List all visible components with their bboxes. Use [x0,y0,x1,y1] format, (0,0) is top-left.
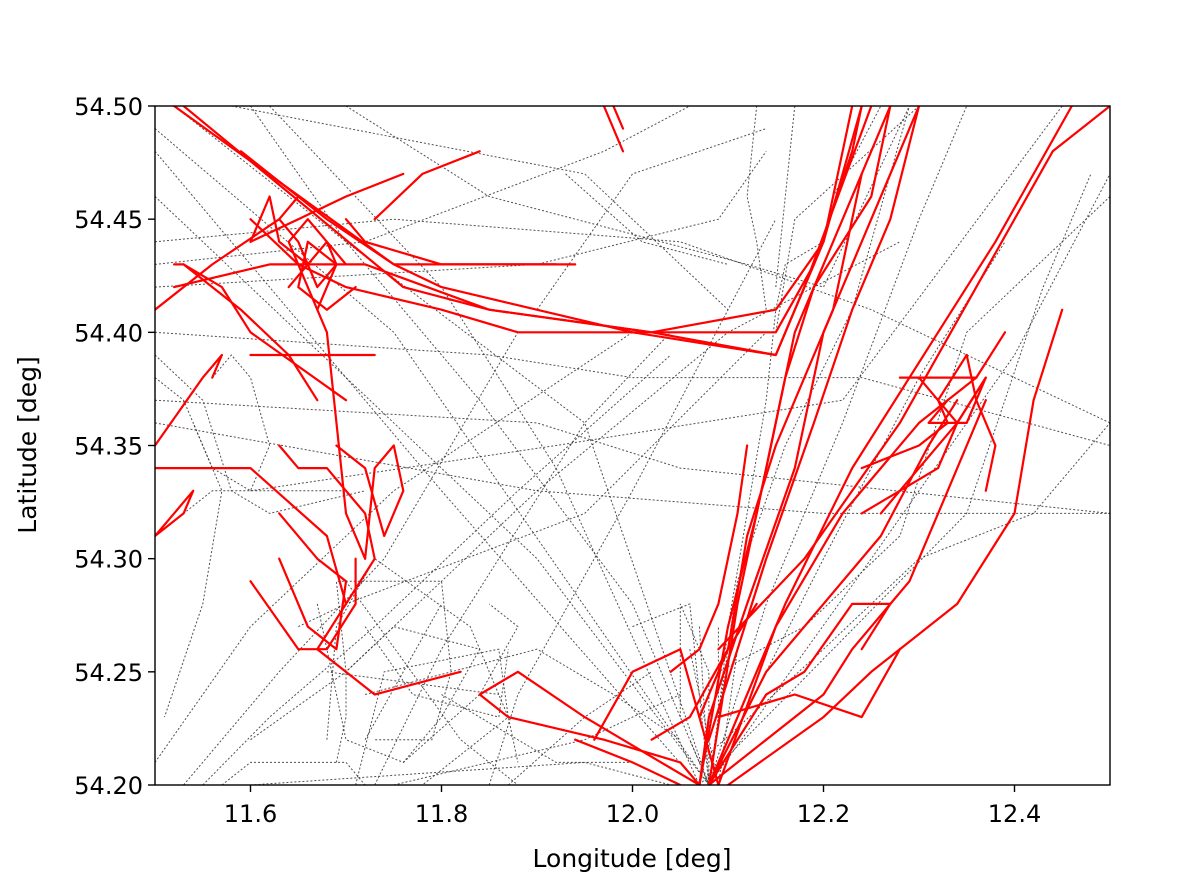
red-track-43 [879,376,987,515]
dotted-track-52 [155,377,223,718]
red-track-48 [698,172,863,719]
y-tick-label: 54.25 [74,659,143,687]
red-track-26 [574,738,682,785]
x-tick-label: 12.0 [606,800,659,828]
red-track-20 [278,444,376,606]
red-track-23 [249,557,357,651]
dotted-track-34 [355,648,509,785]
dotted-track-23 [155,331,633,763]
dotted-track-25 [374,331,672,785]
red-track-47 [669,444,749,673]
dotted-track-47 [689,626,710,785]
red-track-1 [612,106,625,130]
red-track-34 [717,331,1007,785]
x-tick-label: 12.4 [988,800,1041,828]
red-track-35 [707,399,959,785]
red-track-21 [278,512,348,651]
dotted-track-13 [155,106,691,265]
dotted-track-43 [364,648,681,741]
dotted-track-18 [708,106,968,785]
red-track-8 [373,150,481,221]
red-track-14 [316,308,367,560]
dotted-track-3 [173,106,710,785]
dotted-track-12 [250,106,1063,492]
red-track-9 [249,172,405,243]
dotted-track-1 [155,150,700,785]
red-track-36 [707,602,892,785]
dotted-track-24 [183,332,519,785]
dotted-track-41 [393,694,681,785]
red-track-31 [707,106,921,741]
red-track-22 [335,444,405,560]
red-track-7 [239,106,873,357]
red-track-17 [155,353,223,447]
dotted-track-36 [402,603,519,763]
dotted-track-0 [155,128,710,785]
dotted-track-37 [364,626,509,718]
dotted-track-21 [699,173,1092,785]
dotted-track-45 [679,603,710,785]
x-axis-ticks: 11.6 11.8 12.0 12.2 12.4 [224,785,1041,828]
red-track-46 [650,602,758,741]
red-track-12 [249,195,348,311]
dotted-track-19 [708,241,1006,785]
y-tick-label: 54.30 [74,546,143,574]
y-axis-label: Latitude [deg] [13,356,42,533]
dotted-track-50 [507,671,652,785]
red-track-24 [478,670,701,785]
red-track-0 [602,106,625,153]
red-track-16 [182,263,319,402]
dotted-track-31 [192,354,271,492]
red-track-45 [965,353,997,492]
dotted-track-10 [155,399,1110,514]
y-tick-label: 54.45 [74,206,143,234]
red-track-38 [717,648,902,719]
red-track-41 [860,353,968,470]
dotted-track-39 [364,603,442,740]
y-tick-label: 54.20 [74,772,143,800]
red-track-25 [478,693,701,785]
dotted-track-28 [298,331,767,628]
x-tick-label: 12.2 [797,800,850,828]
x-tick-label: 11.8 [415,800,468,828]
dotted-track-38 [345,581,519,785]
dotted-track-55 [269,106,700,785]
red-track-19 [155,489,195,538]
red-track-13 [278,218,357,311]
x-axis-label: Longitude [deg] [533,844,732,873]
red-track-15 [173,263,348,402]
red-track-4 [344,218,577,266]
dotted-track-57 [775,106,920,333]
dotted-track-32 [335,580,452,763]
dotted-track-42 [441,694,633,763]
dotted-track-9 [155,331,1110,446]
dotted-track-15 [746,106,767,310]
y-axis-ticks: 54.20 54.25 54.30 54.35 54.40 54.45 54.50 [74,93,155,800]
red-track-37 [707,399,987,785]
dotted-track-29 [202,354,672,785]
y-tick-label: 54.50 [74,93,143,121]
dotted-track-54 [250,106,710,785]
dotted-track-40 [326,671,499,695]
dotted-track-20 [708,173,1110,785]
red-track-33 [717,106,1110,651]
red-track-10 [155,195,300,311]
dotted-track-27 [250,241,901,741]
tracks-layer [155,106,1110,785]
red-track-39 [726,308,1064,785]
red-track-28 [698,106,921,785]
y-tick-label: 54.35 [74,433,143,461]
y-tick-label: 54.40 [74,319,143,347]
dotted-track-44 [632,603,710,785]
dotted-track-51 [221,761,366,785]
red-track-42 [860,421,959,515]
dotted-track-11 [155,422,1110,514]
x-tick-label: 11.6 [224,800,277,828]
dotted-track-7 [155,151,767,288]
dotted-track-56 [565,173,729,265]
dotted-track-6 [536,128,767,310]
